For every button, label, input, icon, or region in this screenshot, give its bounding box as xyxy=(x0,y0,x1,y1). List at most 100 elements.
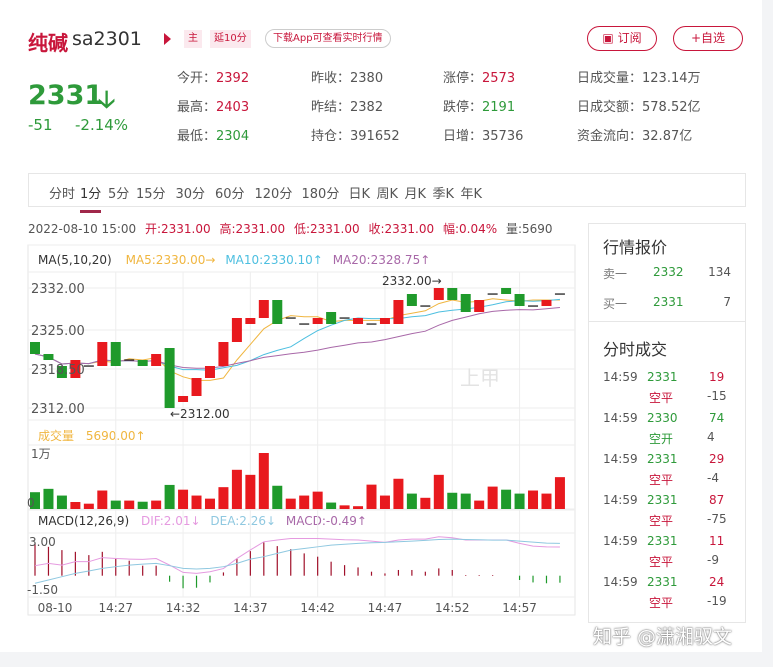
price-tick-label: 2312.00 xyxy=(31,402,85,417)
book-price: 2331 xyxy=(653,295,684,309)
ma-legend-title: MA(5,10,20) xyxy=(38,253,112,267)
candle xyxy=(151,354,162,366)
book-label: 卖一 xyxy=(603,267,628,281)
subscribe-button[interactable]: ▣ 订阅 xyxy=(587,26,657,51)
ma10-legend: MA10:2330.10↑ xyxy=(225,253,323,267)
trade-price: 2331 xyxy=(647,534,678,548)
candle xyxy=(137,360,148,366)
trade-type: 空平 xyxy=(649,555,674,569)
book-qty: 7 xyxy=(723,295,731,309)
volume-bar xyxy=(56,495,67,509)
volume-bar xyxy=(406,493,417,509)
macd-tick-label: 3.00 xyxy=(29,535,56,549)
candle xyxy=(379,318,390,324)
quote-title: 行情报价 xyxy=(603,238,668,257)
download-app-link[interactable]: 下载App可查看实时行情 xyxy=(265,29,391,48)
stat-item: 昨结：2382 xyxy=(311,96,383,115)
trade-oi-change: -15 xyxy=(707,389,727,403)
tab-年K[interactable]: 年K xyxy=(460,187,483,202)
volume-bar xyxy=(447,492,458,509)
play-icon[interactable] xyxy=(164,33,171,45)
chart-watermark: 上甲 xyxy=(460,366,500,390)
volume-bar xyxy=(353,506,364,509)
instrument-code: sa2301 xyxy=(72,28,142,50)
tab-120分[interactable]: 120分 xyxy=(254,187,293,202)
divider xyxy=(589,321,745,322)
volume-bar xyxy=(339,505,350,509)
candle xyxy=(30,342,40,354)
tab-60分[interactable]: 60分 xyxy=(215,187,245,202)
trade-type: 空平 xyxy=(649,391,674,405)
trade-type: 空平 xyxy=(649,514,674,528)
trade-oi-change: -9 xyxy=(707,553,719,567)
volume-bar xyxy=(514,493,525,509)
stat-value: 2573 xyxy=(482,71,516,86)
tab-1分[interactable]: 1分 xyxy=(80,183,102,213)
candle xyxy=(474,300,485,312)
macd-value-legend: MACD:-0.49↑ xyxy=(285,514,367,528)
stat-item: 最高：2403 xyxy=(177,96,249,115)
stat-item: 昨收：2380 xyxy=(311,67,383,86)
trade-type: 空平 xyxy=(649,596,674,610)
tab-季K[interactable]: 季K xyxy=(432,187,455,202)
dea-legend: DEA:2.26↓ xyxy=(210,514,277,528)
tab-分时[interactable]: 分时 xyxy=(49,187,76,202)
quote-card: 纯碱 sa2301 主 延10分 下载App可查看实时行情 ▣ 订阅 +自选 2… xyxy=(0,0,762,652)
delay-tag: 延10分 xyxy=(210,30,251,48)
trade-time: 14:59 xyxy=(603,452,638,466)
info-close: 收:2331.00 xyxy=(368,222,435,236)
candle xyxy=(460,294,471,312)
candle xyxy=(339,317,350,319)
candle xyxy=(541,300,552,306)
stat-value: 578.52亿 xyxy=(642,100,701,115)
candle xyxy=(285,317,296,319)
volume-bar xyxy=(460,493,471,509)
candle xyxy=(231,318,242,342)
candle xyxy=(528,305,539,307)
candle xyxy=(393,300,404,324)
candle xyxy=(501,288,512,294)
volume-bar xyxy=(299,495,310,509)
volume-bar xyxy=(541,493,552,509)
volume-bar xyxy=(30,492,40,509)
add-watchlist-button[interactable]: +自选 xyxy=(673,26,743,51)
candle xyxy=(312,318,323,324)
book-label: 买一 xyxy=(603,297,628,311)
volume-bar xyxy=(366,484,377,509)
tab-15分[interactable]: 15分 xyxy=(136,187,166,202)
stat-label: 跌停： xyxy=(443,100,483,115)
trade-price: 2331 xyxy=(647,452,678,466)
main-contract-tag: 主 xyxy=(184,30,202,48)
ma5-legend: MA5:2330.00→ xyxy=(125,253,216,267)
stat-value: 391652 xyxy=(350,129,400,144)
kline-chart[interactable]: 08-10 14:27 14:32 14:37 14:42 14:47 14:52 14:57… xyxy=(0,0,590,625)
candle xyxy=(258,300,269,318)
stat-item: 日成交量：123.14万 xyxy=(577,67,701,86)
macd-legend-title: MACD(12,26,9) xyxy=(38,514,130,528)
tab-月K[interactable]: 月K xyxy=(404,187,427,202)
volume-bar xyxy=(554,477,565,509)
dif-line xyxy=(34,536,560,574)
tab-30分[interactable]: 30分 xyxy=(175,187,206,202)
volume-bar xyxy=(487,486,498,509)
tab-日K[interactable]: 日K xyxy=(348,187,371,202)
stat-label: 昨收： xyxy=(311,71,351,86)
info-low: 低:2331.00 xyxy=(293,222,360,236)
candle xyxy=(447,288,458,300)
tab-180分[interactable]: 180分 xyxy=(301,187,340,202)
last-price: 2331 xyxy=(28,80,104,111)
arrow-down-icon: 🡣 xyxy=(98,85,116,113)
trade-volume: 19 xyxy=(709,370,725,384)
price-tick-label: 2318.50 xyxy=(31,363,85,378)
trade-time: 14:59 xyxy=(603,370,638,384)
stat-value: 2380 xyxy=(350,71,384,86)
ma20-line xyxy=(34,307,560,369)
candle xyxy=(164,348,175,408)
candle xyxy=(272,300,283,324)
trade-time: 14:59 xyxy=(603,534,638,548)
tab-5分[interactable]: 5分 xyxy=(108,187,130,202)
tab-周K[interactable]: 周K xyxy=(376,187,399,202)
macd-tick-label: -1.50 xyxy=(27,583,58,597)
watermark: 知乎 @潇湘驭文 xyxy=(593,626,733,648)
stat-value: 35736 xyxy=(482,129,524,144)
